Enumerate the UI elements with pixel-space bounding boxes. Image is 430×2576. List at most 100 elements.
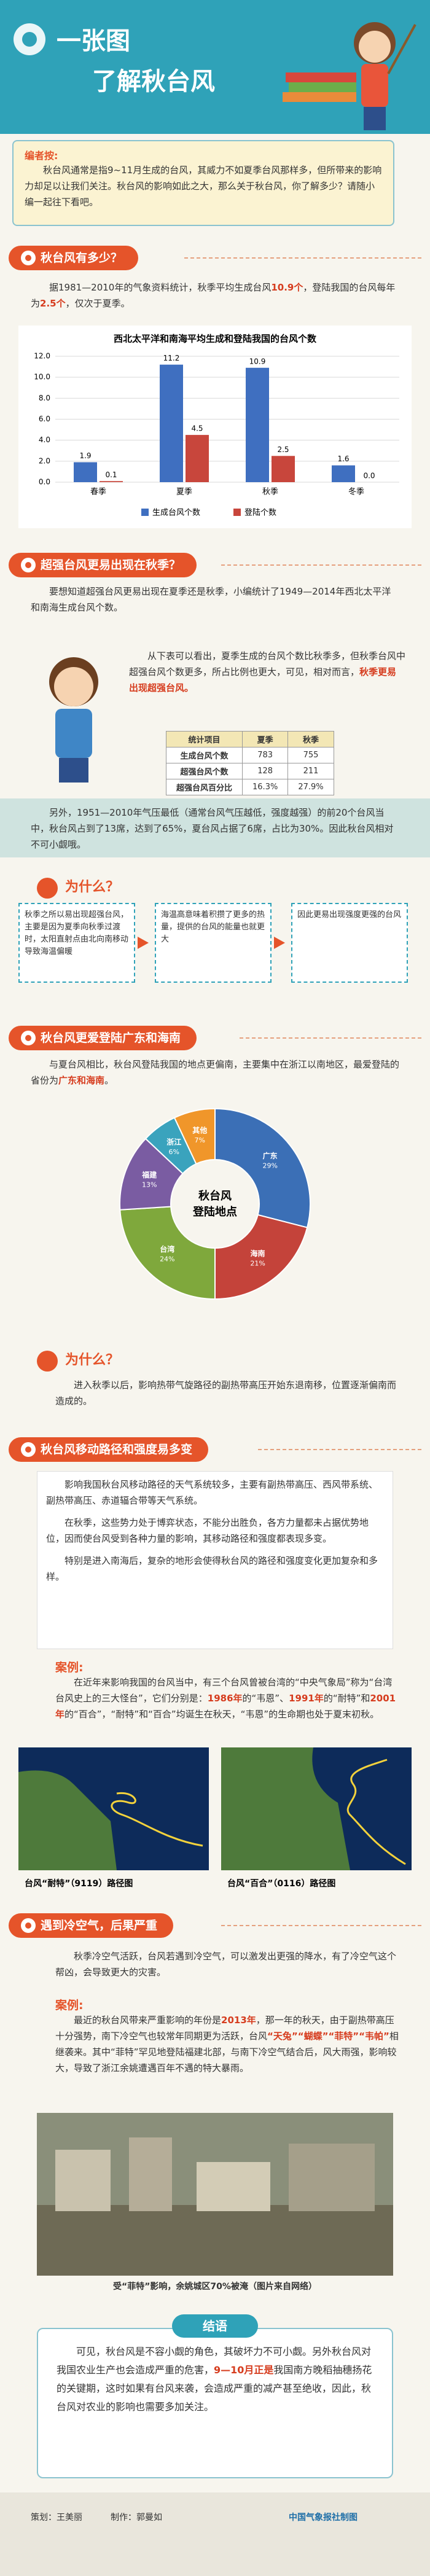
bar [246, 367, 269, 482]
map-caption: 台风“百合”（0116）路径图 [227, 1878, 335, 1889]
section-text: 与夏台风相比，秋台风登陆我国的地点更偏南，主要集中在浙江以南地区，最爱登陆的省份… [31, 1056, 399, 1088]
photo-caption: 受“菲特”影响，余姚城区70%被淹（图片来自网络） [113, 2282, 317, 2292]
table-cell: 16.3% [242, 779, 289, 795]
x-tick-label: 冬季 [348, 487, 364, 497]
note-text: 另外，1951—2010年气压最低（通常台风气压越低，强度越强）的前20个台风当… [31, 807, 394, 850]
reason-step: 秋季之所以易出现超强台风，主要是因为夏季向秋季过渡时，太阳直射点由北向南移动导致… [18, 903, 135, 983]
track-maps: 台风“耐特”（9119）路径图 台风“百合”（0116）路径图 [18, 1747, 412, 1889]
bar [272, 456, 295, 482]
data-label: 1.9 [79, 451, 91, 460]
step-arrow [274, 937, 285, 949]
slice-value: 21% [250, 1260, 265, 1268]
text-part: 。 [104, 1075, 114, 1086]
table-header: 统计项目 [165, 731, 243, 747]
why-text: 进入秋季以后，影响热带气旋路径的副热带高压开始东退南移，位置逐渐偏南而造成的。 [55, 1380, 397, 1407]
bar [74, 462, 97, 482]
section-banner: 秋台风移动路径和强度易多变 [0, 1437, 430, 1462]
boy-illustration [49, 657, 98, 783]
y-tick-label: 4.0 [39, 435, 50, 444]
text-part: 的“耐特”和 [323, 1693, 370, 1704]
data-label: 10.9 [249, 357, 266, 365]
center-label: 秋台风 [198, 1189, 232, 1203]
text-part: 秋季更易出现超强台风。 [129, 666, 397, 693]
slice-value: 7% [195, 1136, 205, 1144]
table-header: 秋季 [287, 731, 334, 747]
data-label: 0.1 [105, 470, 117, 479]
title-line: 了解秋台风 [92, 68, 215, 96]
text-part: 相继袭来。其中“菲特”罕见地登陆福建北部，与南下冷空气结合后，风大雨强，影响较大… [55, 2031, 399, 2074]
text-part: 与夏台风相比，秋台风登陆我国的地点更偏南，主要集中在浙江以南地区，最爱登陆的省份… [31, 1059, 400, 1086]
org: 中国气象报社制图 [289, 2513, 358, 2523]
editor-text: 秋台风通常是指9~11月生成的台风，其威力不如夏季台风那样多，但所带来的影响力却… [25, 165, 382, 208]
editor-label: 编者按: [25, 150, 58, 162]
table-cell: 128 [242, 763, 289, 779]
table-cell: 超强台风百分比 [165, 779, 243, 795]
header: 一张图 了解秋台风 [0, 0, 430, 134]
table-row: 超强台风百分比 16.3% 27.9% [165, 779, 334, 795]
paragraph: 在秋季，这些势力处于博弈状态，不能分出胜负，各方力量都未占据优势地位，因而使台风… [46, 1517, 369, 1544]
table-cell: 生成台风个数 [165, 747, 243, 763]
y-tick-label: 6.0 [39, 415, 50, 423]
slice-value: 6% [169, 1148, 179, 1156]
legend-label: 登陆个数 [244, 508, 276, 518]
table-cell: 27.9% [287, 779, 334, 795]
slice-name: 台湾 [160, 1244, 174, 1254]
text-part: “天兔”“蝴蝶”“菲特”“韦帕” [267, 2031, 389, 2042]
y-tick-label: 10.0 [34, 373, 50, 381]
donut-slice [173, 1107, 216, 1165]
case-text: 在近年来影响我国的台风当中，有三个台风曾被台湾的“中央气象局”称为“台湾台风史上… [55, 1674, 399, 1722]
paragraph: 影响我国秋台风移动路径的天气系统较多，主要有副热带高压、西风带系统、副热带高压、… [46, 1479, 378, 1506]
paragraph: 特别是进入南海后，复杂的地形会使得秋台风的路径和强度变化更加复杂和多样。 [46, 1555, 378, 1582]
text-part: 2001年 [55, 1693, 396, 1720]
x-tick-label: 春季 [90, 488, 106, 497]
text-part: 1986年 [207, 1693, 243, 1704]
section-title: 超强台风更易出现在秋季？ [41, 558, 181, 572]
table-cell: 755 [287, 747, 334, 763]
text-part: 我国南方晚稻抽穗扬花的关键期，这时如果有台风来袭，会造成严重的减产甚至绝收，因此… [57, 2364, 372, 2413]
y-tick-label: 8.0 [39, 394, 50, 402]
text-part: 最近的秋台风带来严重影响的年份是 [74, 2015, 222, 2026]
section-title: 秋台风更爱登陆广东和海南 [41, 1031, 181, 1045]
x-tick-label: 夏季 [176, 488, 192, 497]
section-banner: 秋台风有多少？ [0, 246, 430, 270]
editor-note: 编者按: 秋台风通常是指9~11月生成的台风，其威力不如夏季台风那样多，但所带来… [12, 140, 394, 226]
slice-value: 13% [142, 1181, 157, 1189]
header-art [14, 22, 416, 130]
data-label: 11.2 [163, 354, 180, 362]
data-label: 4.5 [191, 424, 203, 433]
donut-slice [214, 1214, 308, 1300]
text-part: ，那一年的秋天，由于副热带高压十分强势，南下冷空气也较常年同期更为活跃，台风 [55, 2015, 394, 2042]
legend-label: 生成台风个数 [152, 509, 200, 518]
section-text: 秋季冷空气活跃，台风若遇到冷空气，可以激发出更强的降水，有了冷空气这个帮凶，会导… [55, 1951, 397, 1978]
slice-name: 海南 [251, 1249, 265, 1258]
slice-name: 浙江 [166, 1138, 181, 1147]
text-part: 在近年来影响我国的台风当中，有三个台风曾被台湾的“中央气象局”称为“台湾台风史上… [55, 1677, 393, 1704]
table-row: 超强台风个数 128 211 [165, 763, 334, 779]
text-part: 的“百合”，“耐特”和“百合”均诞生在秋天，“韦恩”的生命期也处于夏末初秋。 [64, 1709, 380, 1720]
section-text: 据1981—2010年的气象资料统计，秋季平均生成台风10.9个，登陆我国的台风… [31, 279, 399, 311]
reason-steps: 秋季之所以易出现超强台风，主要是因为夏季向秋季过渡时，太阳直射点由北向南移动导致… [18, 903, 412, 986]
table-cell: 超强台风个数 [165, 763, 243, 779]
donut-slice [214, 1107, 311, 1228]
slice-value: 29% [262, 1161, 277, 1169]
slice-name: 福建 [141, 1170, 157, 1179]
text-part: 10.9个 [271, 282, 303, 293]
text-part: 9—10月正是 [214, 2364, 274, 2376]
reason-step: 海温高意味着积攒了更多的热量，提供的台风的能量也就更大 [155, 903, 272, 983]
credit: 制作：郭曼如 [111, 2513, 162, 2523]
text-part: 可见，秋台风是不容小觑的角色，其破坏力不可小觑。另外秋台风对我国农业生产也会造成… [57, 2346, 372, 2376]
legend-swatch [233, 509, 241, 516]
case-text: 最近的秋台风带来严重影响的年份是2013年，那一年的秋天，由于副热带高压十分强势… [55, 2012, 399, 2076]
text-part: ，仅次于夏季。 [65, 298, 130, 309]
section-text: 要想知道超强台风更易出现在夏季还是秋季，小编统计了1949—2014年西北太平洋… [31, 586, 391, 613]
title-line: 一张图 [57, 27, 130, 55]
y-tick-label: 12.0 [34, 352, 50, 361]
slice-value: 24% [160, 1255, 174, 1263]
table-cell: 211 [287, 763, 334, 779]
conclusion-box: 可见，秋台风是不容小觑的角色，其破坏力不可小觑。另外秋台风对我国农业生产也会造成… [37, 2328, 393, 2478]
table-row: 生成台风个数 783 755 [165, 747, 334, 763]
section-banner: 超强台风更易出现在秋季？ [0, 553, 430, 577]
text-part: 2.5个 [40, 298, 66, 309]
